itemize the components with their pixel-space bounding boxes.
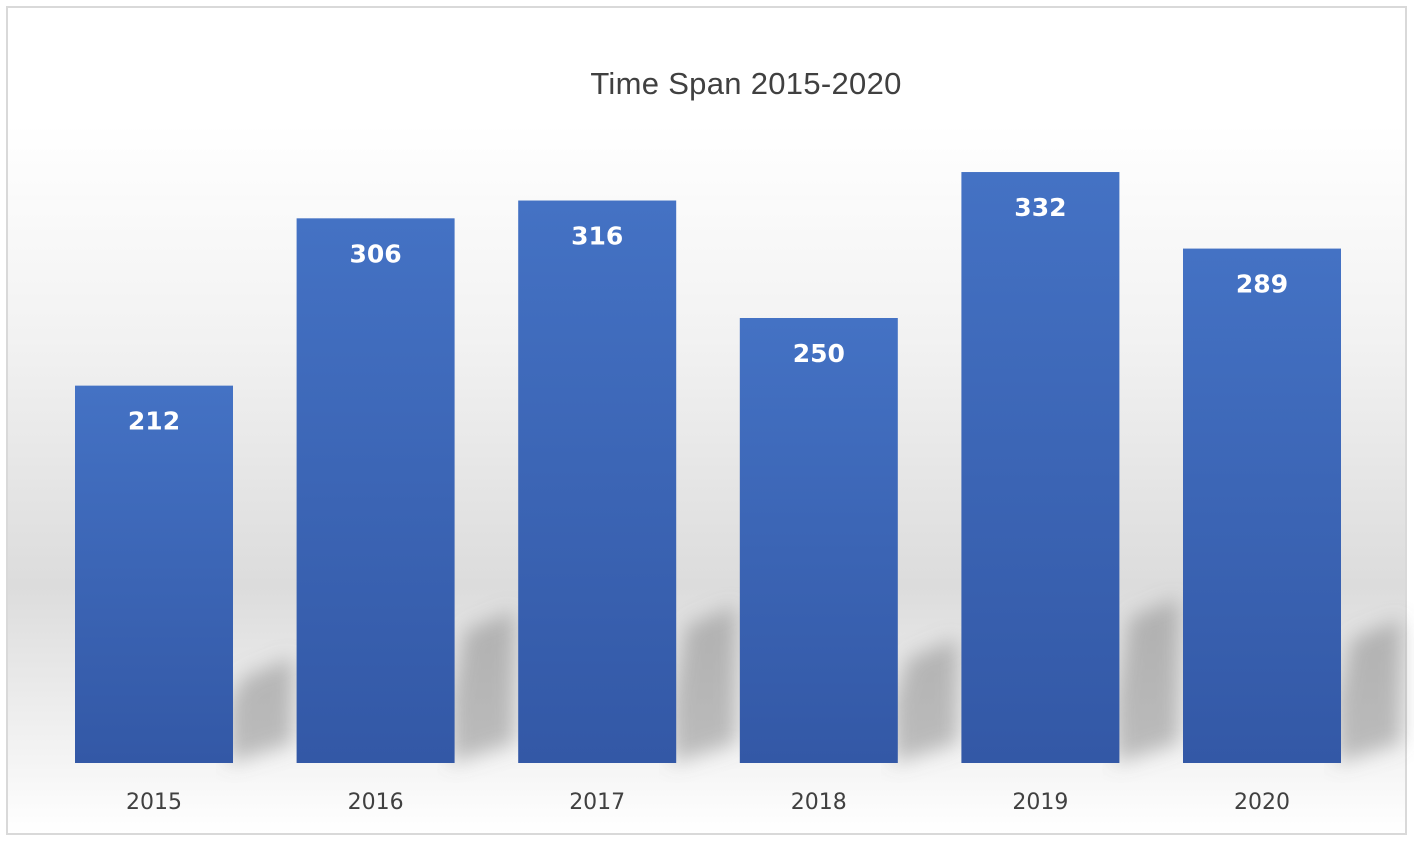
- data-labels-group: 212 306 316 250 332 289: [128, 193, 1288, 436]
- bar-shadow: [893, 638, 958, 763]
- bar-2017: [518, 200, 677, 763]
- data-label-2015: 212: [128, 407, 180, 436]
- x-tick-label-2020: 2020: [1234, 790, 1290, 815]
- x-axis-tick-labels: 2015 2016 2017 2018 2019 2020: [126, 790, 1290, 815]
- bars-group: [75, 172, 1341, 764]
- data-label-2018: 250: [793, 339, 845, 368]
- x-tick-label-2017: 2017: [569, 790, 625, 815]
- x-tick-label-2019: 2019: [1012, 790, 1068, 815]
- chart-title: Time Span 2015-2020: [590, 66, 902, 101]
- x-tick-label-2015: 2015: [126, 790, 182, 815]
- bar-2019: [961, 172, 1120, 764]
- bar-2015: [75, 385, 233, 763]
- bar-shadows: [229, 597, 1401, 763]
- bar-2016: [296, 218, 455, 763]
- bar-shadow: [229, 657, 293, 763]
- bar-shadow: [672, 605, 737, 763]
- bar-2020: [1183, 248, 1341, 763]
- bar-shadow: [450, 610, 515, 763]
- data-label-2016: 306: [350, 239, 402, 268]
- data-label-2019: 332: [1014, 193, 1066, 222]
- bar-shadow: [1115, 597, 1180, 763]
- data-label-2020: 289: [1236, 270, 1288, 299]
- chart-title-box: Time Span 2015-2020: [468, 52, 1024, 116]
- x-tick-label-2018: 2018: [791, 790, 847, 815]
- bar-2018: [739, 318, 898, 763]
- bar-shadow: [1337, 618, 1401, 763]
- data-label-2017: 316: [571, 222, 623, 251]
- x-tick-label-2016: 2016: [348, 790, 404, 815]
